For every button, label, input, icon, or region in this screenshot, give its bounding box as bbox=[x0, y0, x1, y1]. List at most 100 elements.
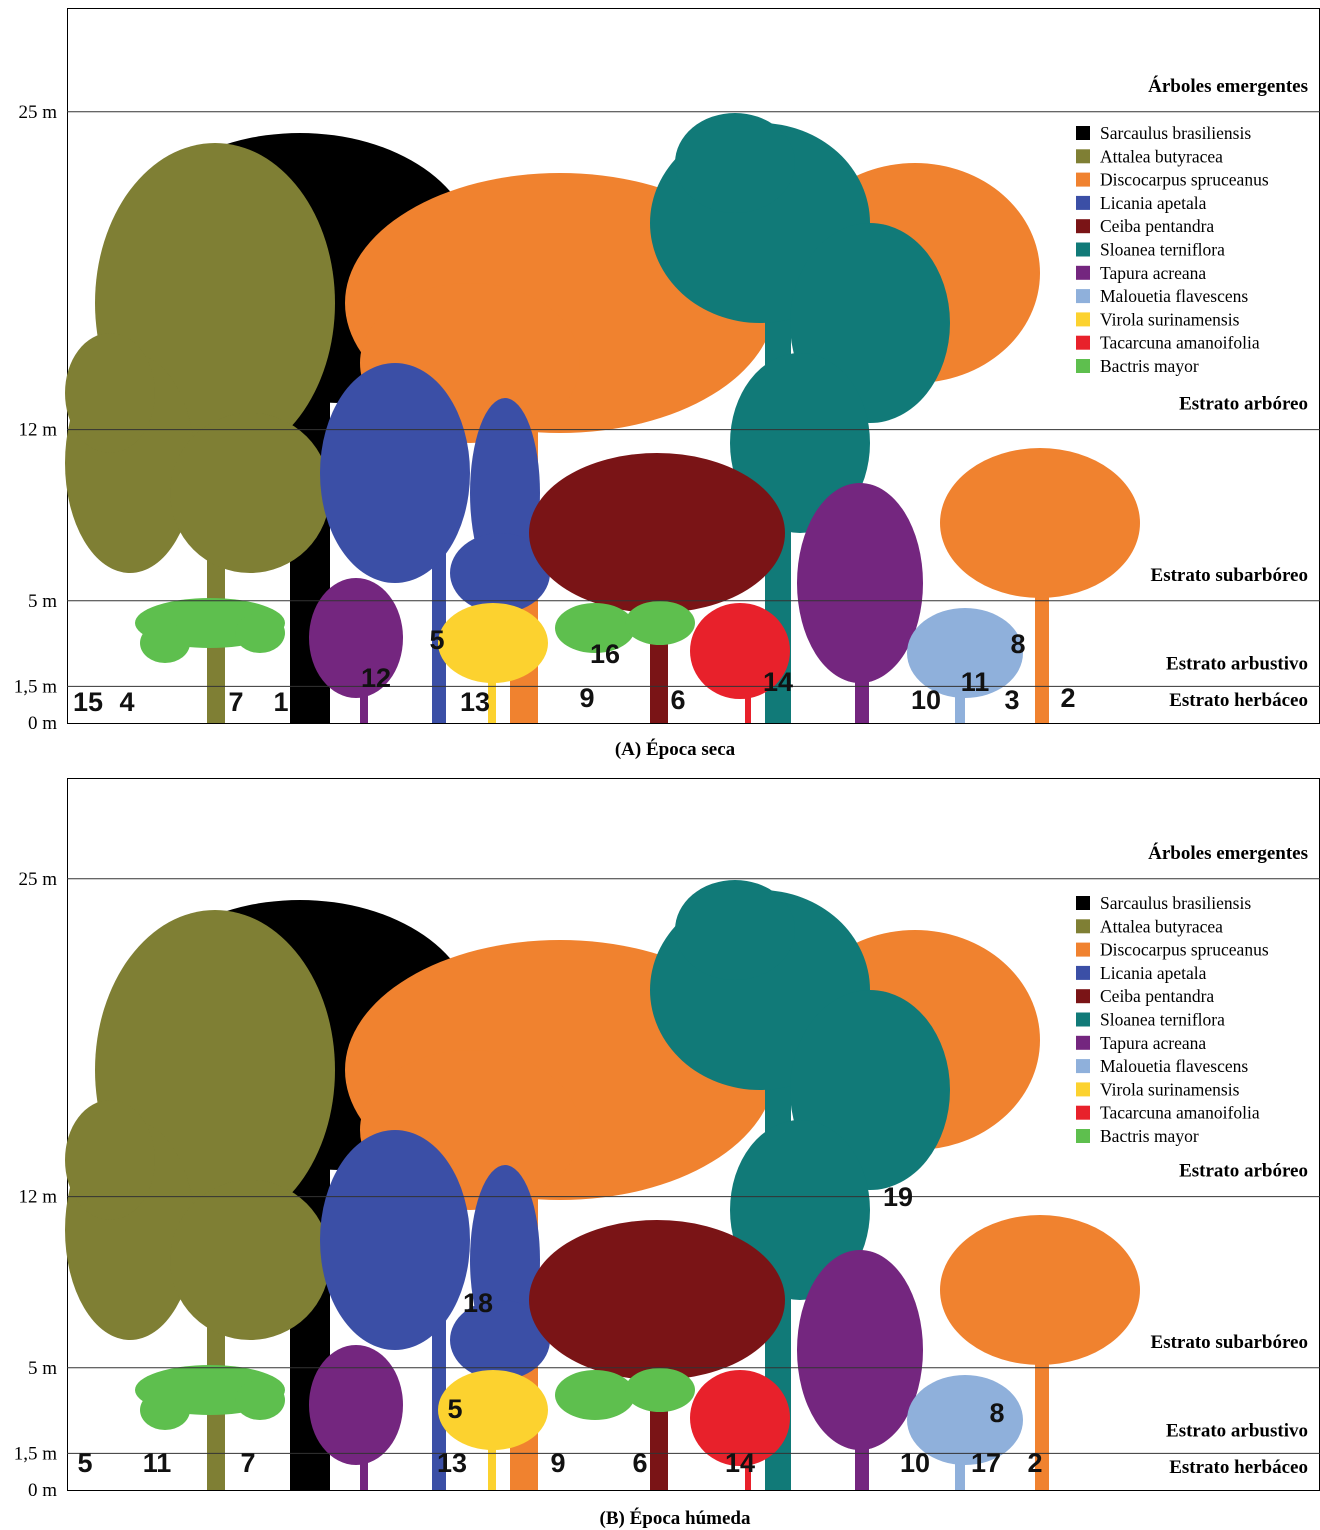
species-number: 14 bbox=[763, 667, 793, 697]
species-number: 11 bbox=[143, 1448, 172, 1478]
panel-caption: (B) Época húmeda bbox=[600, 1507, 751, 1529]
stratum-label: Estrato subarbóreo bbox=[1151, 565, 1308, 586]
legend-label: Tapura acreana bbox=[1100, 263, 1206, 283]
species-number: 7 bbox=[228, 687, 243, 717]
species-number: 11 bbox=[961, 667, 990, 697]
tree-crown bbox=[555, 1370, 635, 1420]
species-number: 8 bbox=[989, 1398, 1004, 1428]
legend-label: Attalea butyracea bbox=[1100, 916, 1223, 936]
species-number: 10 bbox=[911, 685, 941, 715]
legend-swatch bbox=[1076, 359, 1090, 373]
stratum-label: Estrato arbóreo bbox=[1179, 394, 1308, 415]
tree-crown bbox=[940, 1215, 1140, 1365]
species-number: 12 bbox=[361, 663, 391, 693]
tree-crown bbox=[235, 1380, 285, 1420]
legend-swatch bbox=[1076, 312, 1090, 326]
species-number: 2 bbox=[1027, 1448, 1042, 1478]
height-label: 25 m bbox=[18, 869, 57, 890]
legend-label: Ceiba pentandra bbox=[1100, 986, 1214, 1006]
species-number: 3 bbox=[1004, 685, 1019, 715]
species-number: 6 bbox=[632, 1448, 647, 1478]
tree-crown bbox=[65, 333, 155, 453]
legend-label: Tacarcuna amanoifolia bbox=[1100, 1103, 1260, 1123]
legend-label: Ceiba pentandra bbox=[1100, 216, 1214, 236]
legend-label: Virola surinamensis bbox=[1100, 1079, 1240, 1099]
legend-swatch bbox=[1076, 1036, 1090, 1050]
legend-swatch bbox=[1076, 1129, 1090, 1143]
legend-swatch bbox=[1076, 1013, 1090, 1027]
tree-crown bbox=[797, 1250, 923, 1450]
tree-crown bbox=[320, 363, 470, 583]
legend-swatch bbox=[1076, 243, 1090, 257]
legend-swatch bbox=[1076, 266, 1090, 280]
stratum-label: Árboles emergentes bbox=[1148, 75, 1308, 97]
stratum-label: Árboles emergentes bbox=[1148, 842, 1308, 864]
legend-swatch bbox=[1076, 943, 1090, 957]
legend-label: Sarcaulus brasiliensis bbox=[1100, 123, 1251, 143]
species-number: 14 bbox=[725, 1448, 755, 1478]
species-number: 5 bbox=[429, 625, 444, 655]
legend-swatch bbox=[1076, 196, 1090, 210]
stratum-label: Estrato herbáceo bbox=[1169, 690, 1308, 711]
legend-swatch bbox=[1076, 219, 1090, 233]
species-number: 15 bbox=[73, 687, 103, 717]
height-label: 5 m bbox=[28, 591, 57, 612]
legend-label: Malouetia flavescens bbox=[1100, 286, 1248, 306]
species-number: 2 bbox=[1060, 683, 1075, 713]
legend-swatch bbox=[1076, 149, 1090, 163]
legend-label: Malouetia flavescens bbox=[1100, 1056, 1248, 1076]
legend-swatch bbox=[1076, 1059, 1090, 1073]
tree-crown bbox=[170, 413, 330, 573]
legend-label: Tapura acreana bbox=[1100, 1033, 1206, 1053]
stratum-label: Estrato arbustivo bbox=[1166, 653, 1308, 674]
legend-swatch bbox=[1076, 966, 1090, 980]
tree-crown bbox=[625, 601, 695, 645]
tree-crown bbox=[529, 453, 785, 613]
legend-swatch bbox=[1076, 126, 1090, 140]
height-label: 25 m bbox=[18, 102, 57, 123]
stratum-label: Estrato herbáceo bbox=[1169, 1457, 1308, 1478]
species-number: 16 bbox=[590, 639, 620, 669]
tree-crown bbox=[797, 483, 923, 683]
height-label: 0 m bbox=[28, 1480, 57, 1501]
legend-label: Bactris mayor bbox=[1100, 1126, 1199, 1146]
tree-crown bbox=[235, 613, 285, 653]
stratum-label: Estrato subarbóreo bbox=[1151, 1332, 1308, 1353]
tree-crown bbox=[170, 1180, 330, 1340]
species-number: 18 bbox=[463, 1288, 493, 1318]
stratum-label: Estrato arbóreo bbox=[1179, 1161, 1308, 1182]
height-label: 5 m bbox=[28, 1358, 57, 1379]
legend-label: Discocarpus spruceanus bbox=[1100, 940, 1269, 960]
height-label: 1,5 m bbox=[14, 676, 58, 697]
legend-label: Licania apetala bbox=[1100, 193, 1207, 213]
species-number: 6 bbox=[670, 685, 685, 715]
legend-swatch bbox=[1076, 896, 1090, 910]
legend-label: Sarcaulus brasiliensis bbox=[1100, 893, 1251, 913]
species-number: 5 bbox=[447, 1394, 462, 1424]
species-number: 1 bbox=[273, 687, 288, 717]
legend-label: Bactris mayor bbox=[1100, 356, 1199, 376]
panel-caption: (A) Época seca bbox=[615, 738, 736, 760]
legend-swatch bbox=[1076, 336, 1090, 350]
height-label: 12 m bbox=[18, 1187, 57, 1208]
legend-swatch bbox=[1076, 289, 1090, 303]
legend-label: Tacarcuna amanoifolia bbox=[1100, 333, 1260, 353]
height-label: 0 m bbox=[28, 713, 57, 734]
species-number: 7 bbox=[240, 1448, 255, 1478]
tree-crown bbox=[140, 1390, 190, 1430]
legend-label: Licania apetala bbox=[1100, 963, 1207, 983]
trees bbox=[65, 113, 1140, 723]
species-number: 9 bbox=[579, 683, 594, 713]
species-number: 9 bbox=[550, 1448, 565, 1478]
species-number: 5 bbox=[77, 1448, 92, 1478]
tree-crown bbox=[438, 603, 548, 683]
tree-crown bbox=[675, 880, 795, 980]
legend-label: Discocarpus spruceanus bbox=[1100, 170, 1269, 190]
tree-crown bbox=[675, 113, 795, 213]
tree-crown bbox=[65, 1100, 155, 1220]
legend-swatch bbox=[1076, 1106, 1090, 1120]
species-number: 13 bbox=[460, 687, 490, 717]
forest-profile: 25 mÁrboles emergentes12 mEstrato arbóre… bbox=[0, 0, 1320, 1530]
legend-swatch bbox=[1076, 989, 1090, 1003]
